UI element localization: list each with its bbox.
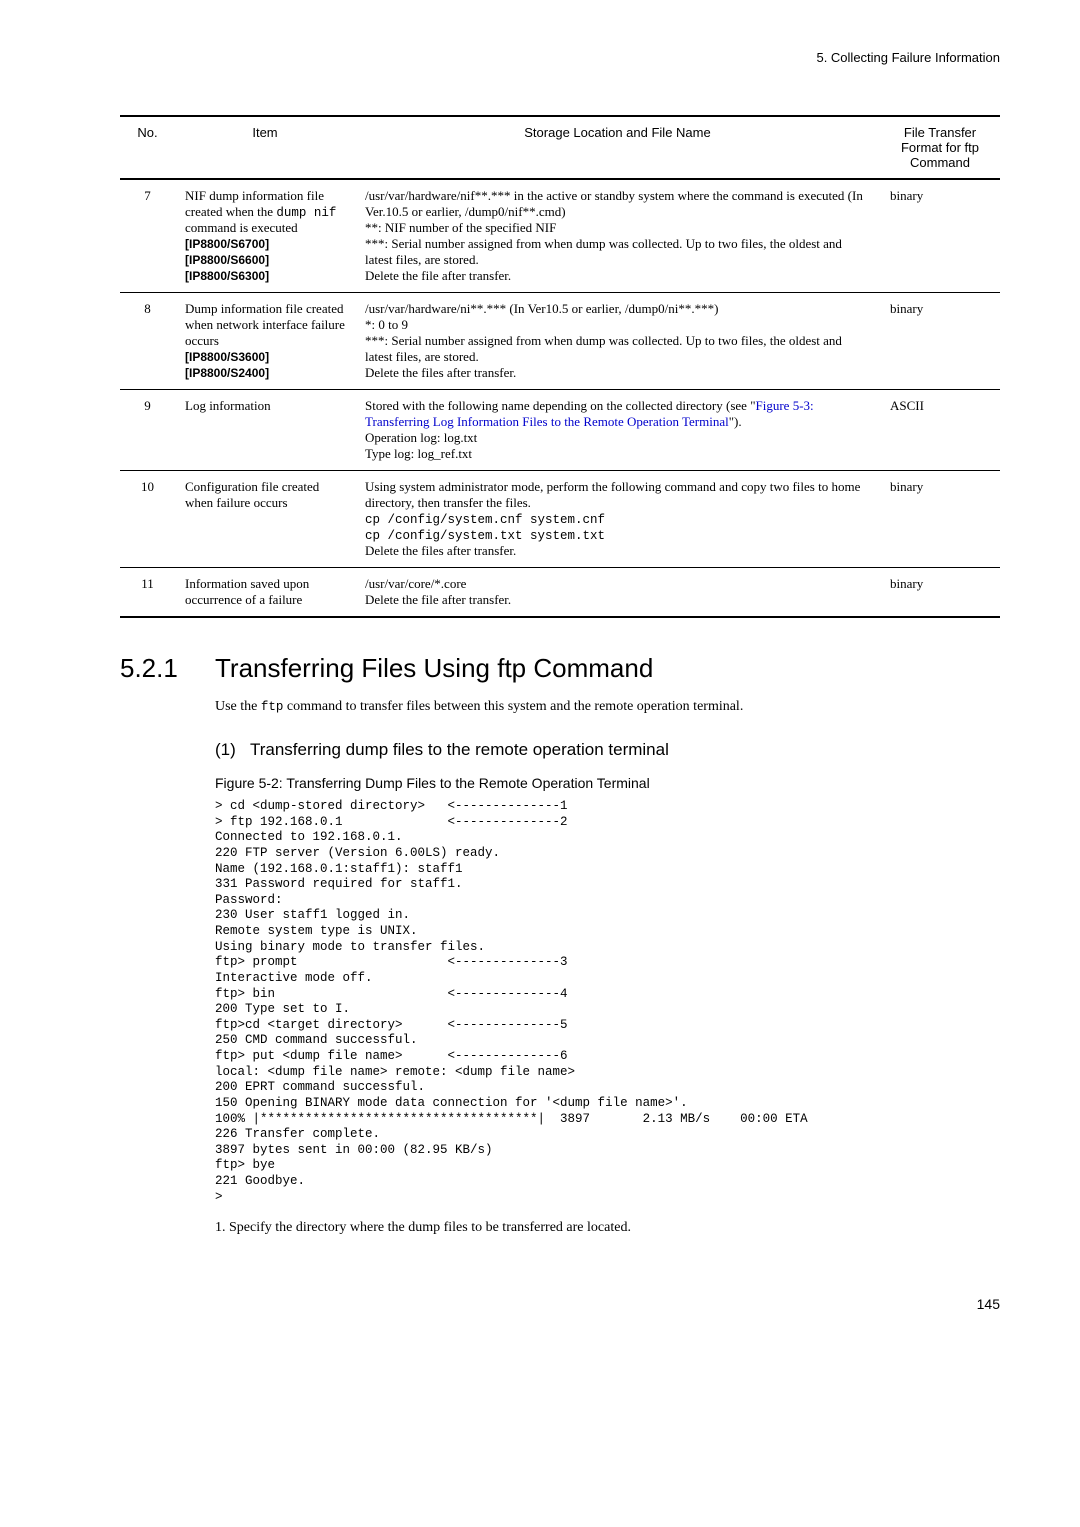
sub-num: (1) — [215, 740, 236, 759]
col-no: No. — [120, 116, 175, 179]
figure-caption: Figure 5-2: Transferring Dump Files to t… — [215, 775, 1000, 791]
row-no: 9 — [120, 390, 175, 471]
row-location: /usr/var/hardware/nif**.*** in the activ… — [355, 179, 880, 293]
row-no: 8 — [120, 293, 175, 390]
row-format: binary — [880, 293, 1000, 390]
col-item: Item — [175, 116, 355, 179]
row-item: Log information — [175, 390, 355, 471]
section-title: Transferring Files Using ftp Command — [215, 653, 653, 683]
row-format: binary — [880, 568, 1000, 618]
section-number: 5.2.1 — [120, 653, 215, 684]
row-location: Stored with the following name depending… — [355, 390, 880, 471]
col-fmt: File Transfer Format for ftp Command — [880, 116, 1000, 179]
row-item: Configuration file created when failure … — [175, 471, 355, 568]
row-item: NIF dump information file created when t… — [175, 179, 355, 293]
subsection-heading: (1) Transferring dump files to the remot… — [215, 740, 1000, 760]
footnote-1: 1. Specify the directory where the dump … — [215, 1220, 1000, 1236]
col-loc: Storage Location and File Name — [355, 116, 880, 179]
section-intro: Use the ftp command to transfer files be… — [215, 699, 1000, 715]
row-format: ASCII — [880, 390, 1000, 471]
row-no: 11 — [120, 568, 175, 618]
row-item: Dump information file created when netwo… — [175, 293, 355, 390]
row-format: binary — [880, 179, 1000, 293]
row-location: Using system administrator mode, perform… — [355, 471, 880, 568]
failure-info-table: No. Item Storage Location and File Name … — [120, 115, 1000, 618]
row-no: 10 — [120, 471, 175, 568]
page-number: 145 — [120, 1296, 1000, 1312]
row-item: Information saved upon occurrence of a f… — [175, 568, 355, 618]
row-location: /usr/var/core/*.coreDelete the file afte… — [355, 568, 880, 618]
sub-title: Transferring dump files to the remote op… — [250, 740, 669, 759]
terminal-output: > cd <dump-stored directory> <----------… — [215, 799, 1000, 1205]
chapter-header: 5. Collecting Failure Information — [120, 50, 1000, 65]
row-location: /usr/var/hardware/ni**.*** (In Ver10.5 o… — [355, 293, 880, 390]
row-no: 7 — [120, 179, 175, 293]
section-heading: 5.2.1Transferring Files Using ftp Comman… — [120, 653, 1000, 684]
row-format: binary — [880, 471, 1000, 568]
